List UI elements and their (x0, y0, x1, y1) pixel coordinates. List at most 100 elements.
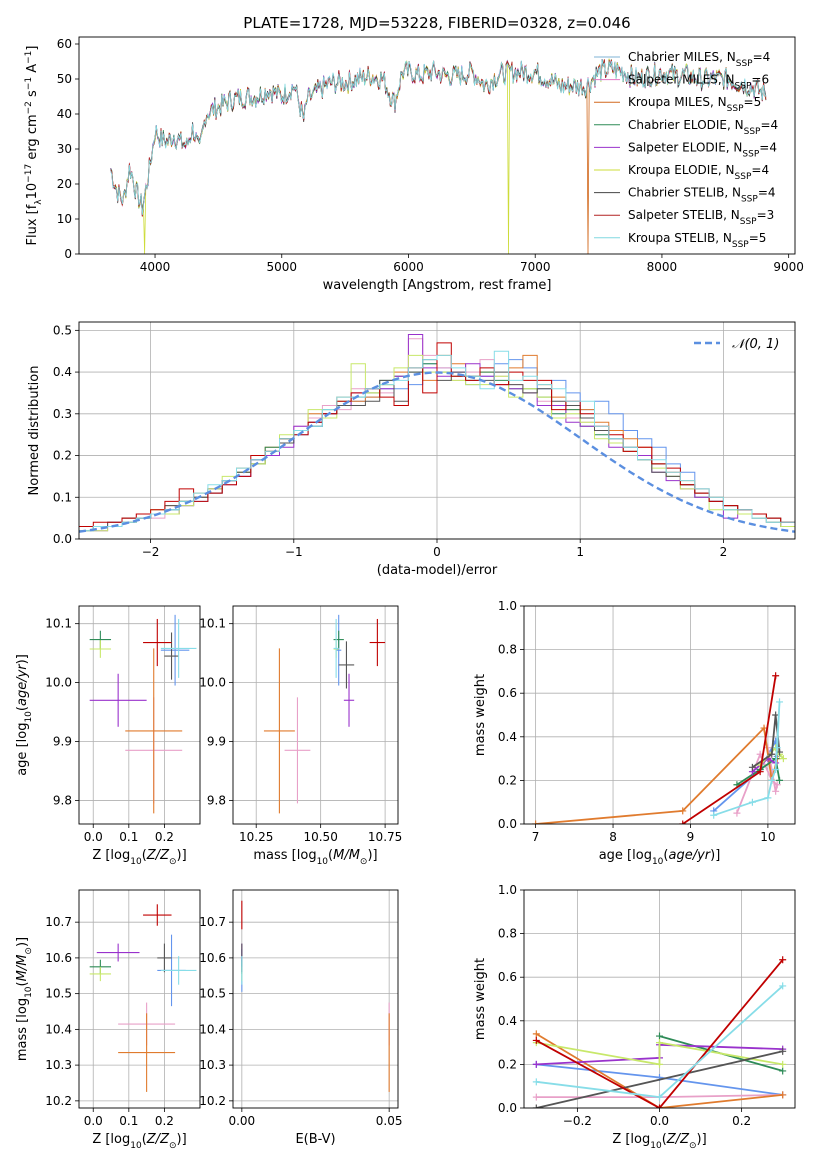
y-tick-label: 10.7 (45, 915, 72, 929)
x-tick-label: 0.0 (650, 1114, 669, 1128)
legend-count: =5 (744, 95, 762, 109)
residuals-panel: −2 −1 0 1 2 0.0 0.1 0.2 0.3 0.4 0.5 (data-model)/er… (27, 321, 796, 578)
y-tick-label: 0.8 (498, 927, 517, 941)
data-point (143, 904, 172, 926)
label-part: 10 (317, 857, 329, 867)
data-point (164, 632, 179, 680)
data-point (263, 648, 295, 814)
x-tick-label: 10.50 (303, 830, 337, 844)
label-part: Flux [f (25, 204, 40, 245)
legend-count: =4 (751, 163, 769, 177)
legend-text: Kroupa ELODIE, N (628, 163, 735, 177)
label-part: −1 (24, 77, 34, 90)
x-tick-label: −0.2 (563, 1114, 592, 1128)
axes-frame (78, 605, 201, 825)
y-tick-label: 0.6 (498, 970, 517, 984)
label-part: mass [log (15, 998, 30, 1061)
label-part: ( (142, 848, 147, 863)
plot-area (263, 614, 386, 814)
data-point (284, 697, 311, 804)
legend-sub: SSP (742, 149, 759, 159)
x-axis-label: mass [log10(M/M⊙)] (253, 848, 377, 867)
weight-line (535, 959, 784, 1108)
label-part: ( (15, 981, 30, 986)
label-part: 10 (652, 857, 664, 867)
legend-sub: SSP (727, 104, 744, 114)
weight-marker (532, 1093, 540, 1101)
label-part: −17 (24, 164, 34, 183)
label-part: Z [log (92, 848, 130, 863)
x-tick-label: 0.1 (119, 1114, 138, 1128)
plot-area (89, 904, 197, 1092)
data-point (333, 618, 339, 678)
data-point (125, 648, 183, 814)
y-tick-label: 10.1 (199, 617, 226, 631)
legend-count: =6 (751, 73, 769, 87)
x-axis-label: Z [log10(Z/Z⊙)] (92, 1132, 186, 1151)
legend-label: Salpeter STELIB, NSSP=3 (628, 208, 774, 227)
x-tick-label: 10.75 (368, 830, 402, 844)
x-axis-label: Z [log10(Z/Z⊙)] (92, 848, 186, 867)
y-tick-label: 10.0 (45, 676, 72, 690)
label-part: A (25, 64, 40, 77)
legend-label: 𝒩(0, 1) (732, 337, 779, 352)
x-tick-label: 0.00 (228, 1114, 255, 1128)
legend-label: Salpeter ELODIE, NSSP=4 (628, 140, 777, 159)
label-part: age/yr (15, 663, 30, 706)
legend-text: Chabrier ELODIE, N (628, 118, 744, 132)
spectrum-line (110, 59, 767, 215)
data-point (160, 614, 190, 686)
axes-frame (78, 889, 201, 1109)
weight-marker (656, 1032, 663, 1040)
y-tick-label: 0.0 (53, 532, 72, 546)
weight-marker (764, 794, 772, 802)
legend-label: Salpeter MILES, NSSP=6 (628, 73, 769, 92)
weight-marker (776, 776, 784, 784)
y-tick-label: 9.9 (207, 735, 226, 749)
weight-marker (532, 820, 540, 824)
legend-sub: SSP (744, 127, 761, 137)
data-point (143, 618, 172, 667)
weight-marker (772, 766, 780, 773)
weight-marker (748, 763, 756, 771)
weight-marker (656, 1039, 663, 1047)
x-tick-label: 2 (720, 545, 728, 559)
label-part: )] (710, 848, 720, 863)
age-vs-metallicity-panel: 0.0 0.1 0.29.89.910.010.1Z [log10(Z/Z⊙)]ag… (15, 605, 201, 867)
legend-text: Chabrier STELIB, N (628, 186, 741, 200)
y-tick-label: 0.2 (498, 1057, 517, 1071)
label-part: age/yr (668, 848, 711, 863)
x-tick-label: 10 (760, 830, 775, 844)
y-axis-label: mass weight (473, 674, 488, 756)
data-point (89, 640, 112, 658)
y-axis-label: Flux [fλ10−17 erg cm−2 s−1 A−1] (24, 46, 44, 246)
x-tick-label: 1 (576, 545, 584, 559)
label-part: ⊙ (689, 1141, 697, 1151)
plot-area (110, 58, 767, 254)
legend-text: Chabrier MILES, N (628, 50, 736, 64)
y-tick-label: 0.6 (498, 686, 517, 700)
label-part: ⊙ (169, 857, 177, 867)
spectrum-panel: 4000 5000 6000 7000 8000 9000 0 10 20 30 40 50 60 wav… (24, 36, 804, 293)
label-part: ( (328, 848, 333, 863)
data-point (118, 1013, 176, 1092)
weight-marker (779, 956, 787, 964)
x-axis-label: (data-model)/error (377, 563, 498, 578)
data-point (89, 966, 112, 982)
label-part: Z/Z (146, 1132, 170, 1147)
y-tick-label: 0 (64, 247, 72, 261)
y-tick-label: 9.8 (207, 793, 226, 807)
y-tick-label: 0.4 (498, 730, 517, 744)
weight-line (536, 1041, 783, 1066)
y-tick-label: 9.9 (53, 735, 72, 749)
data-point (160, 956, 197, 985)
y-tick-label: 50 (57, 72, 72, 86)
label-part: ( (142, 1132, 147, 1147)
axes-frame (232, 889, 399, 1109)
y-tick-label: 10.5 (199, 987, 226, 1001)
x-tick-label: 0.2 (155, 1114, 174, 1128)
x-tick-label: 7000 (520, 260, 551, 274)
y-tick-label: 0.4 (53, 365, 72, 379)
label-part: ( (662, 1132, 667, 1147)
